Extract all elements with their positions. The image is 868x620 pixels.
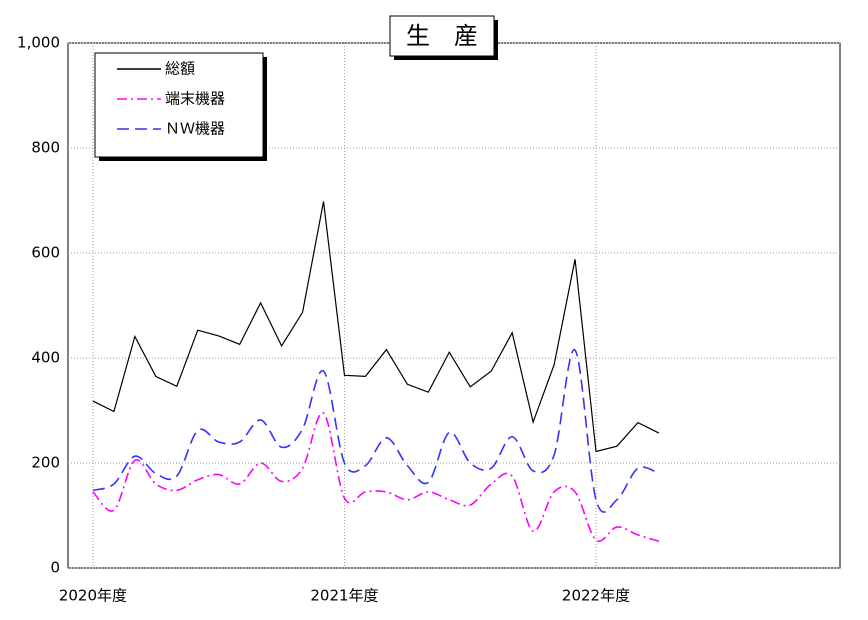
legend-label: 端末機器 [165, 90, 225, 108]
y-tick-label: 400 [31, 349, 60, 367]
chart-title: 生 産 [406, 22, 478, 50]
title-box [389, 15, 495, 57]
y-tick-label: 800 [31, 139, 60, 157]
x-tick-label: 2022年度 [562, 587, 630, 605]
legend-box [94, 52, 264, 158]
series-line [92, 201, 660, 453]
series-line [92, 349, 660, 513]
y-tick-label: 0 [50, 559, 60, 577]
y-tick-label: 600 [31, 244, 60, 262]
x-tick-label: 2021年度 [310, 587, 378, 605]
legend-label: 総額 [165, 60, 195, 78]
y-tick-label: 1,000 [17, 34, 60, 52]
x-tick-label: 2020年度 [59, 587, 127, 605]
legend-label: ＮＷ機器 [165, 120, 225, 138]
y-tick-label: 200 [31, 454, 60, 472]
